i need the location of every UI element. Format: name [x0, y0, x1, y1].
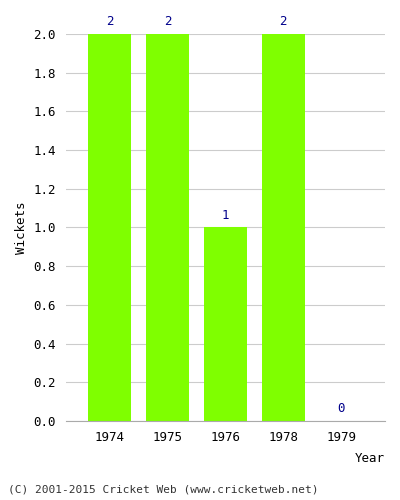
Bar — [88, 34, 131, 421]
Text: 1: 1 — [222, 208, 229, 222]
Text: 0: 0 — [338, 402, 345, 415]
Text: 2: 2 — [106, 15, 113, 28]
Text: Year: Year — [355, 452, 385, 465]
Text: 2: 2 — [280, 15, 287, 28]
Bar — [204, 228, 247, 421]
Bar — [262, 34, 305, 421]
Text: (C) 2001-2015 Cricket Web (www.cricketweb.net): (C) 2001-2015 Cricket Web (www.cricketwe… — [8, 485, 318, 495]
Text: 2: 2 — [164, 15, 171, 28]
Y-axis label: Wickets: Wickets — [15, 201, 28, 254]
Bar — [146, 34, 189, 421]
